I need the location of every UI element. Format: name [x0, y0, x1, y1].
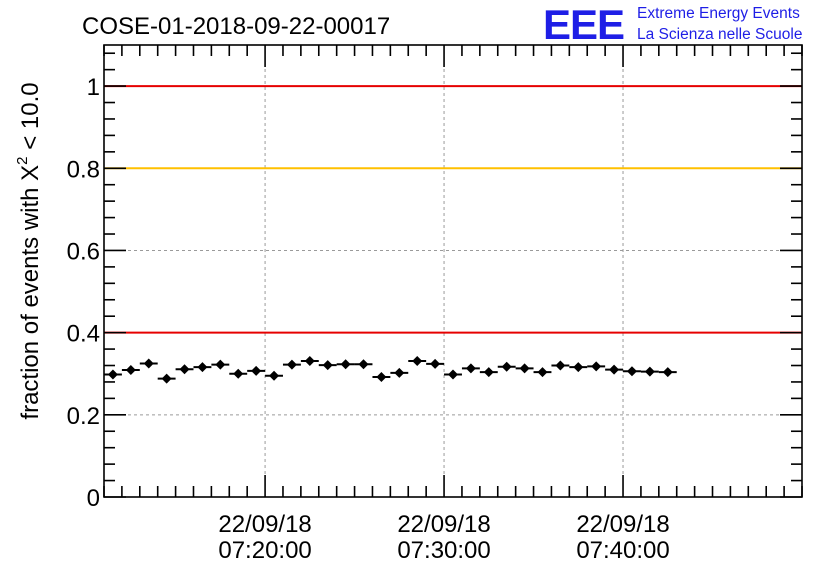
data-point	[211, 359, 230, 370]
data-point	[479, 367, 498, 378]
data-point	[193, 362, 212, 373]
marker-diamond	[251, 365, 262, 376]
y-tick-label: 0.4	[67, 321, 100, 348]
marker-diamond	[322, 360, 333, 371]
marker-diamond	[179, 364, 190, 375]
y-axis-label-prefix: fraction of events with	[17, 181, 44, 420]
data-point	[461, 363, 480, 374]
marker-diamond	[626, 366, 637, 377]
data-points	[104, 355, 677, 384]
marker-diamond	[125, 365, 136, 376]
data-point	[515, 363, 534, 374]
marker-diamond	[143, 358, 154, 369]
marker-diamond	[376, 372, 387, 383]
x-tick-label-time: 07:20:00	[218, 537, 311, 564]
marker-diamond	[591, 361, 602, 372]
marker-diamond	[394, 367, 405, 378]
y-axis-label-suffix: < 10.0	[17, 82, 44, 156]
marker-diamond	[609, 364, 620, 375]
data-point	[354, 359, 373, 370]
marker-diamond	[340, 359, 351, 370]
marker-diamond	[573, 362, 584, 373]
marker-diamond	[555, 360, 566, 371]
marker-diamond	[662, 367, 673, 378]
data-point	[605, 364, 624, 375]
data-point	[533, 367, 552, 378]
y-tick-label: 0.6	[67, 238, 100, 265]
marker-diamond	[215, 359, 226, 370]
axis-tick-labels: 00.20.40.60.8122/09/1807:20:0022/09/1807…	[67, 74, 670, 564]
marker-diamond	[430, 358, 441, 369]
marker-diamond	[107, 369, 118, 380]
x-tick-label-time: 07:40:00	[576, 537, 669, 564]
eee-logo: EEE Extreme Energy Events La Scienza nel…	[543, 1, 802, 48]
y-axis-label: fraction of events with X2 < 10.0	[14, 82, 44, 419]
marker-diamond	[412, 355, 423, 366]
data-point	[569, 362, 588, 373]
data-point	[551, 360, 570, 371]
marker-diamond	[286, 359, 297, 370]
plot-frame	[103, 44, 803, 498]
data-point	[121, 365, 140, 376]
y-tick-label: 0	[87, 485, 100, 512]
data-point	[247, 365, 266, 376]
data-point	[658, 367, 677, 378]
data-point	[390, 367, 409, 378]
axis-ticks	[103, 45, 803, 498]
data-point	[497, 361, 516, 372]
data-point	[300, 355, 319, 366]
marker-diamond	[161, 373, 172, 384]
plot-border	[103, 44, 803, 498]
y-axis-label-superscript: 2	[14, 156, 31, 164]
data-point	[587, 361, 606, 372]
data-point	[139, 358, 158, 369]
reference-lines	[104, 85, 802, 334]
data-point	[372, 372, 391, 383]
x-tick-label-date: 22/09/18	[218, 511, 311, 538]
marker-diamond	[519, 363, 530, 374]
grid-layer	[104, 45, 802, 497]
chart-title: COSE-01-2018-09-22-00017	[82, 13, 390, 40]
data-point	[157, 373, 176, 384]
x-tick-label-time: 07:30:00	[397, 537, 490, 564]
y-tick-label: 0.2	[67, 403, 100, 430]
marker-diamond	[465, 363, 476, 374]
marker-diamond	[448, 369, 458, 380]
data-point	[640, 366, 659, 377]
y-tick-label: 1	[87, 74, 100, 101]
marker-diamond	[269, 370, 280, 381]
marker-diamond	[644, 366, 655, 377]
data-point	[426, 358, 445, 369]
x-tick-label-date: 22/09/18	[576, 511, 669, 538]
marker-diamond	[501, 361, 512, 372]
marker-diamond	[304, 355, 315, 366]
data-point	[104, 369, 122, 380]
logo-line-2: La Scienza nelle Scuole	[637, 26, 802, 43]
data-point	[175, 364, 194, 375]
marker-diamond	[233, 368, 244, 379]
data-point	[318, 360, 337, 371]
data-point	[229, 368, 248, 379]
data-point	[282, 359, 301, 370]
marker-diamond	[358, 359, 369, 370]
y-axis-label-symbol: X	[17, 165, 44, 181]
eee-logo-letters: EEE	[543, 1, 624, 48]
data-point	[623, 366, 641, 377]
marker-diamond	[197, 362, 208, 373]
data-point	[265, 370, 283, 381]
marker-diamond	[537, 367, 548, 378]
y-tick-label: 0.8	[67, 156, 100, 183]
marker-diamond	[483, 367, 494, 378]
data-point	[444, 369, 462, 380]
x-tick-label-date: 22/09/18	[397, 511, 490, 538]
logo-line-1: Extreme Energy Events	[637, 5, 800, 22]
data-point	[408, 355, 427, 366]
data-point	[336, 359, 355, 370]
